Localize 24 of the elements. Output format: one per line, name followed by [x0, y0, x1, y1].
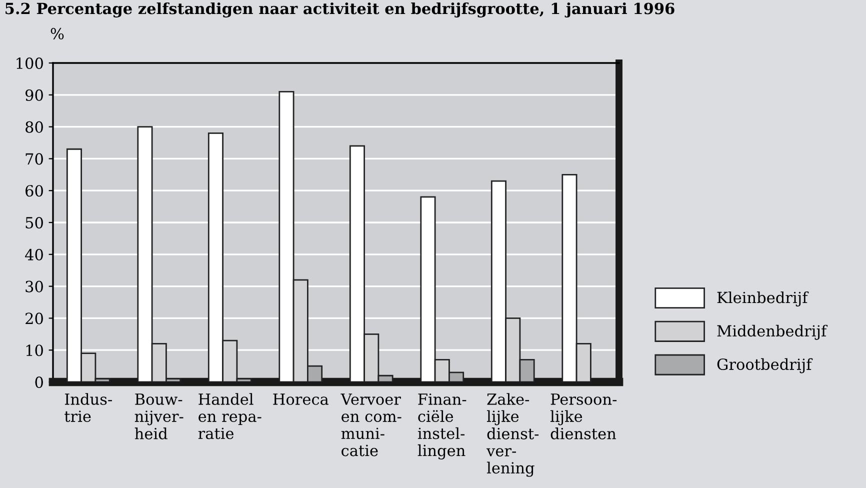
legend-label: Middenbedrijf	[717, 324, 828, 340]
x-tick-label: Handel en repa- ratie	[198, 393, 262, 440]
chart-title: 5.2 Percentage zelfstandigen naar activiteit en bedrijfsgrootte, 1 januari 1996	[6, 2, 674, 18]
y-tick-label: 40	[25, 248, 43, 260]
x-tick-label: Zake- lijke dienst- ver- lening	[486, 393, 539, 477]
y-tick-label: 70	[26, 153, 43, 165]
y-tick-label: 90	[25, 89, 43, 101]
x-tick-label: Vervoer en com- muni- catie	[340, 394, 402, 456]
y-axis-title: %	[50, 28, 64, 40]
x-tick-label: Horeca	[273, 394, 328, 405]
x-tick-label: Indus- trie	[64, 393, 112, 422]
y-tick-label: 10	[26, 344, 43, 356]
y-tick-label: 30	[26, 280, 43, 292]
y-tick-label: 80	[26, 121, 43, 133]
y-tick-label: 20	[26, 312, 43, 324]
y-tick-label: 50	[26, 216, 43, 229]
legend-label: Kleinbedrijf	[717, 291, 809, 306]
y-tick-label: 100	[16, 57, 43, 70]
x-tick-label: Finan- ciële instel- lingen	[418, 393, 466, 460]
legend-label: Grootbedrijf	[717, 358, 813, 374]
y-tick-label: 0	[35, 376, 43, 388]
x-tick-label: Bouw- nijver- heid	[134, 394, 184, 440]
y-tick-label: 60	[26, 185, 43, 197]
x-tick-label: Persoon- lijke diensten	[550, 394, 617, 440]
